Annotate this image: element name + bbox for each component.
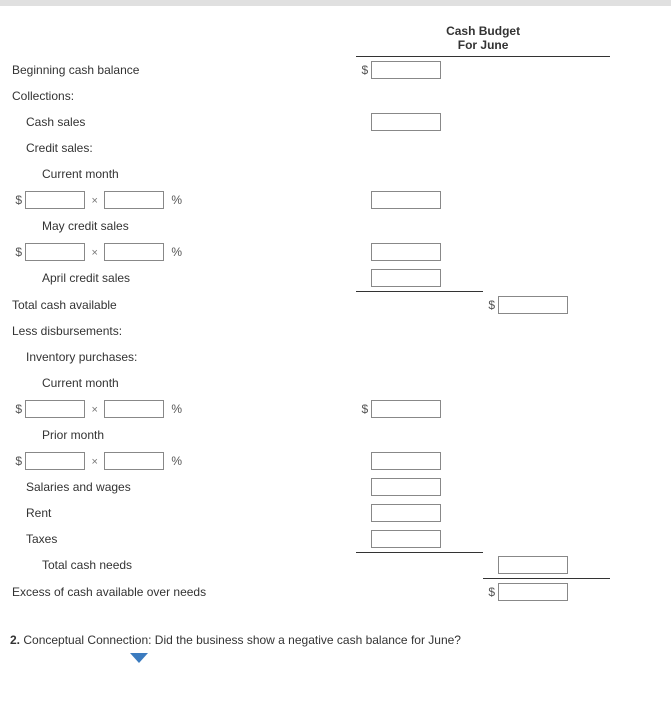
question-text: Conceptual Connection: Did the business … bbox=[23, 633, 461, 647]
dollar-sign: $ bbox=[12, 193, 22, 207]
percent-sign: % bbox=[171, 193, 182, 207]
dollar-sign: $ bbox=[358, 402, 368, 416]
dollar-sign: $ bbox=[358, 63, 368, 77]
input-cash-sales[interactable] bbox=[371, 113, 441, 131]
input-inv-current-base[interactable] bbox=[25, 400, 85, 418]
input-inv-current-result[interactable] bbox=[371, 400, 441, 418]
page-top-bar bbox=[0, 0, 671, 6]
title-line1: Cash Budget bbox=[358, 24, 608, 38]
label-taxes: Taxes bbox=[10, 526, 356, 553]
input-inv-prior-pct[interactable] bbox=[104, 452, 164, 470]
label-april-credit: April credit sales bbox=[10, 265, 356, 292]
percent-sign: % bbox=[171, 245, 182, 259]
input-total-needs[interactable] bbox=[498, 556, 568, 574]
cash-budget-container: Cash Budget For June Beginning cash bala… bbox=[0, 20, 671, 663]
input-current-month-base[interactable] bbox=[25, 191, 85, 209]
chevron-down-icon bbox=[130, 653, 148, 663]
input-may-base[interactable] bbox=[25, 243, 85, 261]
title-line2: For June bbox=[358, 38, 608, 52]
dollar-sign: $ bbox=[485, 585, 495, 599]
label-less-disbursements: Less disbursements: bbox=[10, 318, 356, 344]
input-rent[interactable] bbox=[371, 504, 441, 522]
label-inv-current-month: Current month bbox=[10, 370, 356, 396]
dollar-sign: $ bbox=[12, 245, 22, 259]
input-beginning-balance[interactable] bbox=[371, 61, 441, 79]
input-inv-prior-result[interactable] bbox=[371, 452, 441, 470]
times-icon: × bbox=[89, 195, 101, 207]
label-collections: Collections: bbox=[10, 83, 356, 109]
input-may-result[interactable] bbox=[371, 243, 441, 261]
percent-sign: % bbox=[171, 454, 182, 468]
label-total-available: Total cash available bbox=[10, 292, 356, 318]
label-beginning-balance: Beginning cash balance bbox=[10, 57, 356, 84]
label-inventory-purchases: Inventory purchases: bbox=[10, 344, 356, 370]
input-inv-current-pct[interactable] bbox=[104, 400, 164, 418]
input-current-month-result[interactable] bbox=[371, 191, 441, 209]
times-icon: × bbox=[89, 404, 101, 416]
input-excess[interactable] bbox=[498, 583, 568, 601]
label-current-month-credit: Current month bbox=[10, 161, 356, 187]
times-icon: × bbox=[89, 456, 101, 468]
dollar-sign: $ bbox=[12, 402, 22, 416]
dollar-sign: $ bbox=[485, 298, 495, 312]
input-salaries[interactable] bbox=[371, 478, 441, 496]
dollar-sign: $ bbox=[12, 454, 22, 468]
label-rent: Rent bbox=[10, 500, 356, 526]
label-excess: Excess of cash available over needs bbox=[10, 579, 356, 606]
label-may-credit: May credit sales bbox=[10, 213, 356, 239]
answer-dropdown[interactable] bbox=[130, 653, 661, 663]
cash-budget-table: Cash Budget For June Beginning cash bala… bbox=[10, 20, 610, 605]
label-cash-sales: Cash sales bbox=[10, 109, 356, 135]
label-salaries: Salaries and wages bbox=[10, 474, 356, 500]
input-taxes[interactable] bbox=[371, 530, 441, 548]
label-total-needs: Total cash needs bbox=[10, 552, 356, 579]
label-credit-sales: Credit sales: bbox=[10, 135, 356, 161]
input-inv-prior-base[interactable] bbox=[25, 452, 85, 470]
times-icon: × bbox=[89, 247, 101, 259]
percent-sign: % bbox=[171, 402, 182, 416]
label-inv-prior-month: Prior month bbox=[10, 422, 356, 448]
input-total-available[interactable] bbox=[498, 296, 568, 314]
input-april-result[interactable] bbox=[371, 269, 441, 287]
question-2: 2. Conceptual Connection: Did the busine… bbox=[10, 633, 661, 663]
input-current-month-pct[interactable] bbox=[104, 191, 164, 209]
input-may-pct[interactable] bbox=[104, 243, 164, 261]
question-number: 2. bbox=[10, 633, 20, 647]
